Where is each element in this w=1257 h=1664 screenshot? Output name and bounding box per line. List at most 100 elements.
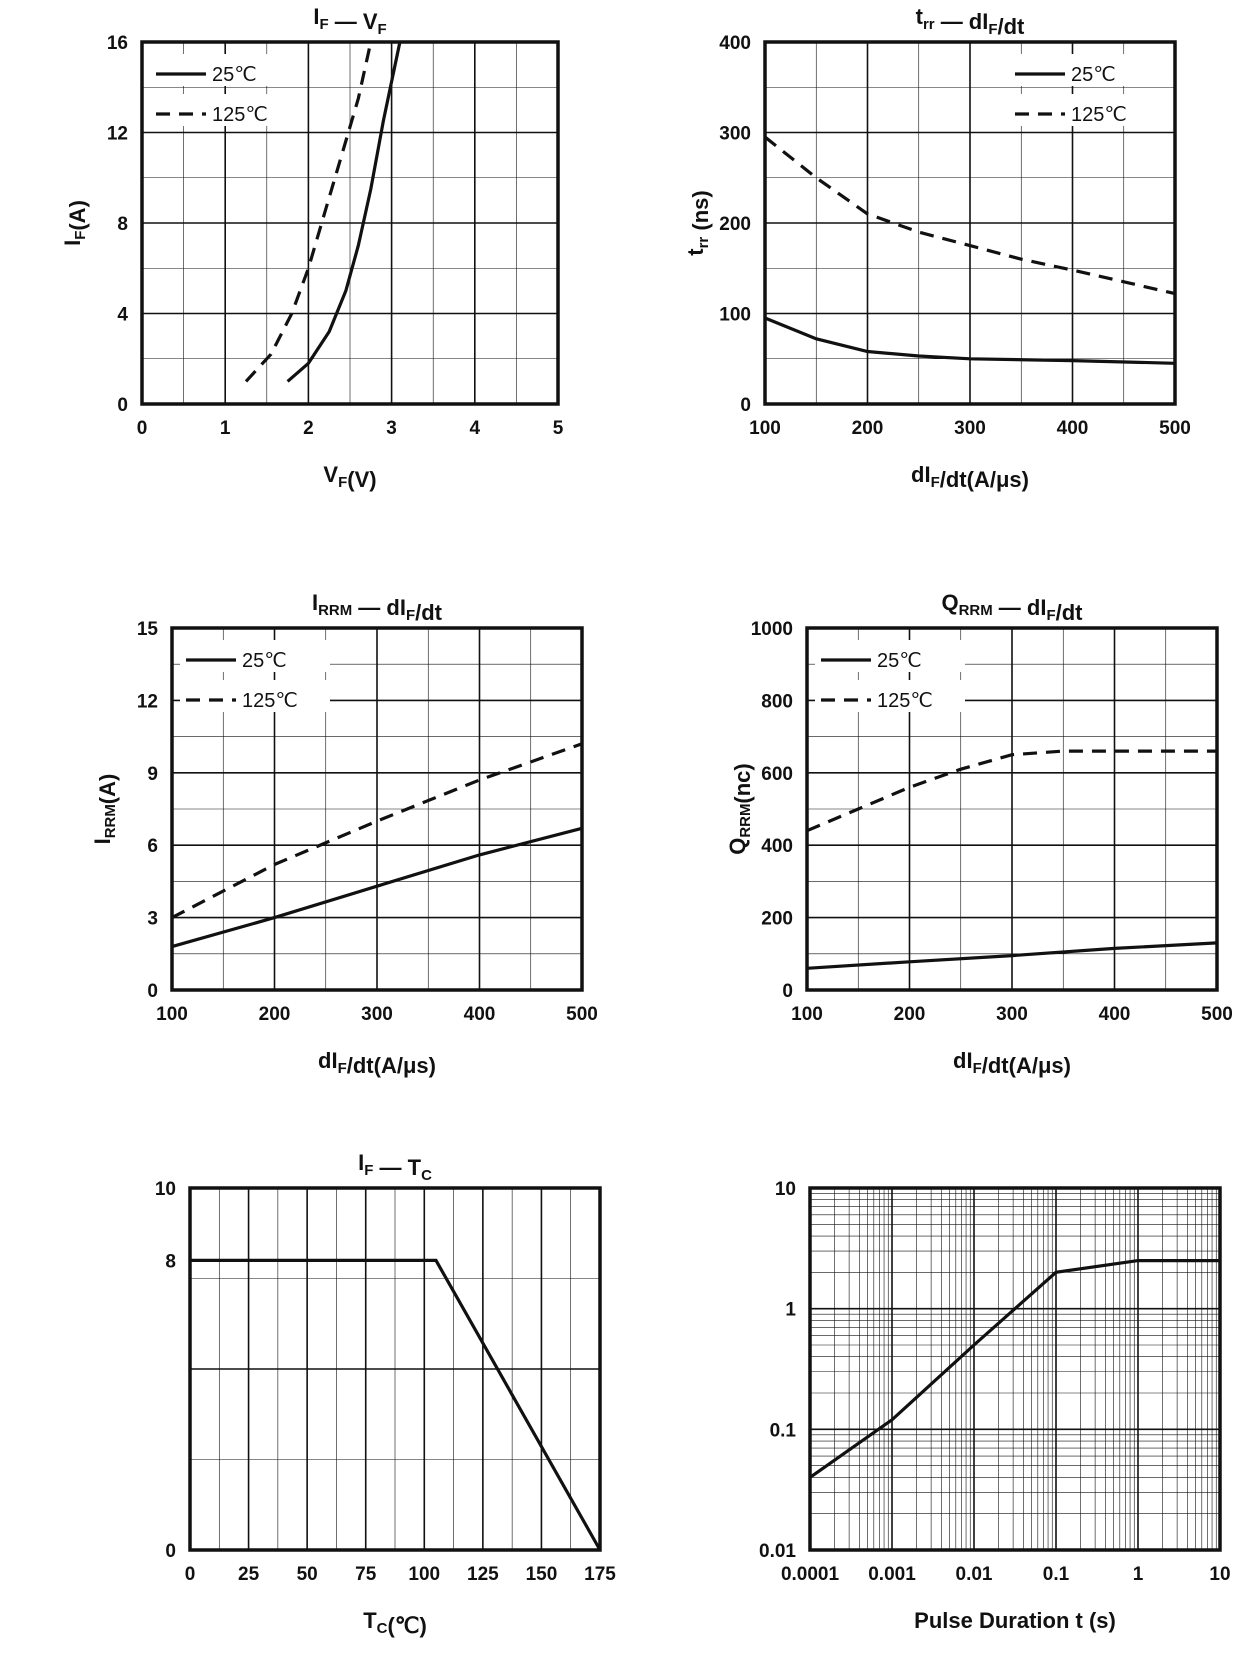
series-line xyxy=(809,1259,1220,1479)
x-tick-label: 100 xyxy=(156,1004,188,1025)
series-line xyxy=(171,826,583,949)
x-tick-label: 0.01 xyxy=(956,1564,993,1585)
x-tick-label: 500 xyxy=(1159,418,1191,439)
plot-frame xyxy=(170,626,584,992)
x-axis-label: VF(V) xyxy=(323,462,376,492)
y-tick-label: 8 xyxy=(165,1251,176,1272)
x-tick-label: 400 xyxy=(464,1004,496,1025)
x-tick-label: 4 xyxy=(470,418,481,439)
legend-label: 125℃ xyxy=(242,690,298,712)
legend-bg xyxy=(815,640,965,672)
y-tick-label: 200 xyxy=(719,214,751,235)
x-axis-label: TC(℃) xyxy=(363,1608,427,1638)
series-line xyxy=(764,135,1176,296)
legend-label: 125℃ xyxy=(212,104,268,126)
y-tick-label: 0.1 xyxy=(770,1420,797,1441)
x-tick-label: 0.001 xyxy=(868,1564,916,1585)
y-tick-label: 0.01 xyxy=(759,1541,796,1562)
y-tick-label: 3 xyxy=(147,909,158,930)
y-tick-label: 800 xyxy=(761,691,793,712)
plot-frame xyxy=(188,1186,602,1552)
y-tick-label: 8 xyxy=(117,214,128,235)
x-tick-label: 200 xyxy=(894,1004,926,1025)
y-tick-label: 0 xyxy=(740,395,751,416)
x-tick-label: 175 xyxy=(584,1564,616,1585)
x-tick-label: 0.0001 xyxy=(781,1564,840,1585)
y-tick-label: 12 xyxy=(137,691,158,712)
y-tick-label: 0 xyxy=(117,395,128,416)
y-tick-label: 100 xyxy=(719,305,751,326)
y-axis-label: IF(A) xyxy=(60,200,90,246)
x-tick-label: 100 xyxy=(749,418,781,439)
chart-iftc: 0 25 50 75 100 125 150 175 0 8 10 IF — TC TC(℃) xyxy=(155,1150,616,1638)
series-line xyxy=(806,941,1218,970)
legend-bg xyxy=(815,680,965,712)
x-tick-label: 0 xyxy=(137,418,148,439)
y-tick-label: 15 xyxy=(137,619,159,640)
x-tick-label: 200 xyxy=(852,418,884,439)
legend-label: 25℃ xyxy=(877,650,922,672)
series-line xyxy=(764,316,1176,365)
chart-irrm: 100 200 300 400 500 0 3 6 9 12 15 IRRM — dIF/dt dIF/… xyxy=(90,590,598,1078)
legend-bg xyxy=(180,680,330,712)
x-tick-label: 3 xyxy=(386,418,397,439)
legend-bg xyxy=(180,640,330,672)
y-tick-label: 9 xyxy=(147,764,158,785)
x-tick-label: 300 xyxy=(996,1004,1028,1025)
legend-label: 25℃ xyxy=(212,64,257,86)
x-tick-label: 0.1 xyxy=(1043,1564,1070,1585)
y-tick-label: 600 xyxy=(761,764,793,785)
y-tick-label: 16 xyxy=(107,33,128,54)
plot-frame xyxy=(805,626,1219,992)
legend-label: 25℃ xyxy=(242,650,287,672)
y-tick-label: 0 xyxy=(782,981,793,1002)
x-tick-label: 1 xyxy=(1133,1564,1144,1585)
chart-title: IF — TC xyxy=(358,1150,432,1184)
x-axis-label: dIF/dt(A/μs) xyxy=(953,1048,1071,1078)
x-tick-label: 400 xyxy=(1057,418,1089,439)
chart-title: IRRM — dIF/dt xyxy=(312,590,443,625)
x-tick-label: 0 xyxy=(185,1564,196,1585)
series-line xyxy=(171,742,583,920)
y-tick-label: 12 xyxy=(107,124,128,145)
x-tick-label: 125 xyxy=(467,1564,499,1585)
y-tick-label: 0 xyxy=(147,981,158,1002)
x-axis-label: Pulse Duration t (s) xyxy=(914,1608,1116,1633)
x-tick-label: 25 xyxy=(238,1564,260,1585)
legend-label: 125℃ xyxy=(1071,104,1127,126)
x-tick-label: 150 xyxy=(526,1564,558,1585)
y-tick-label: 1 xyxy=(785,1300,796,1321)
x-tick-label: 500 xyxy=(1201,1004,1233,1025)
series-line xyxy=(190,1258,602,1551)
legend-bg xyxy=(150,94,300,126)
legend-label: 125℃ xyxy=(877,690,933,712)
x-tick-label: 500 xyxy=(566,1004,598,1025)
plot-area xyxy=(810,1188,1220,1550)
y-tick-label: 4 xyxy=(117,305,128,326)
y-axis-label: QRRM(nc) xyxy=(725,763,755,855)
y-tick-label: 400 xyxy=(761,836,793,857)
series-line xyxy=(806,749,1217,833)
x-tick-label: 400 xyxy=(1099,1004,1131,1025)
x-tick-label: 200 xyxy=(259,1004,291,1025)
x-tick-label: 300 xyxy=(954,418,986,439)
series-line xyxy=(286,41,402,383)
y-tick-label: 1000 xyxy=(751,619,793,640)
y-axis-label: trr (ns) xyxy=(683,190,713,255)
x-axis-label: dIF/dt(A/μs) xyxy=(318,1048,436,1078)
plot-frame xyxy=(763,40,1177,406)
x-tick-label: 2 xyxy=(303,418,314,439)
x-tick-label: 75 xyxy=(355,1564,377,1585)
plot-frame xyxy=(140,40,560,406)
x-tick-label: 50 xyxy=(297,1564,318,1585)
y-tick-label: 300 xyxy=(719,124,751,145)
chart-title: trr — dIF/dt xyxy=(916,4,1025,39)
x-axis-label: dIF/dt(A/μs) xyxy=(911,462,1029,492)
y-tick-label: 10 xyxy=(775,1179,796,1200)
legend-bg xyxy=(1009,54,1159,86)
chart-zth: 0.0001 0.001 0.01 0.1 1 10 0.01 0.1 1 10 Pulse Dur… xyxy=(759,1179,1231,1633)
